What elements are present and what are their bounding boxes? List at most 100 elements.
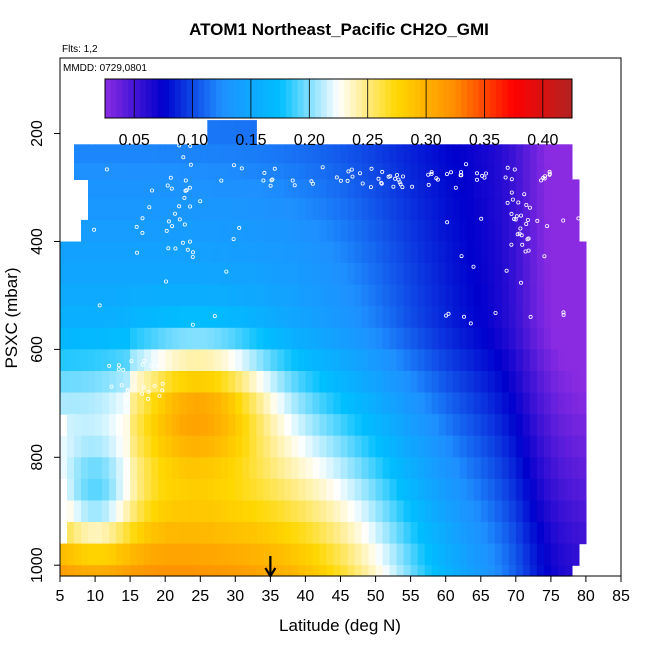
heatmap-cell xyxy=(60,284,68,307)
heatmap-cell xyxy=(487,284,496,307)
heatmap-cell xyxy=(95,198,103,221)
heatmap-cell xyxy=(417,457,426,480)
colorbar-swatch xyxy=(326,79,334,118)
heatmap-cell xyxy=(228,565,236,577)
heatmap-cell xyxy=(326,198,335,221)
heatmap-cell xyxy=(60,263,68,286)
heatmap-cell xyxy=(151,543,159,566)
heatmap-cell xyxy=(221,179,229,199)
heatmap-cell xyxy=(319,543,328,566)
heatmap-cell xyxy=(466,565,475,577)
track-point xyxy=(459,254,464,259)
heatmap-cell xyxy=(291,284,299,307)
heatmap-cell xyxy=(214,219,222,243)
heatmap-cell xyxy=(67,327,75,350)
heatmap-cell xyxy=(291,500,299,523)
heatmap-cell xyxy=(165,435,173,458)
heatmap-cell xyxy=(438,435,447,458)
heatmap-cell xyxy=(165,392,173,415)
heatmap-cell xyxy=(431,392,440,415)
heatmap-cell xyxy=(466,478,475,502)
heatmap-cell xyxy=(459,263,468,286)
heatmap-cell xyxy=(60,478,68,502)
heatmap-cell xyxy=(445,284,454,307)
heatmap-cell xyxy=(347,565,356,577)
heatmap-cell xyxy=(165,478,173,502)
heatmap-cell xyxy=(340,371,349,394)
heatmap-cell xyxy=(88,414,96,437)
heatmap-cell xyxy=(284,263,292,286)
heatmap-cell xyxy=(284,565,292,577)
track-point xyxy=(129,359,134,364)
heatmap-cell xyxy=(179,284,187,307)
heatmap-cell xyxy=(480,371,489,394)
heatmap-cell xyxy=(109,543,117,566)
heatmap-cell xyxy=(144,179,152,199)
heatmap-cell xyxy=(515,500,524,523)
heatmap-cell xyxy=(480,263,489,286)
heatmap-cell xyxy=(403,392,412,415)
heatmap-cell xyxy=(109,371,117,394)
heatmap-cell xyxy=(284,371,292,394)
heatmap-cell xyxy=(74,414,82,437)
x-tick-label: 65 xyxy=(472,588,490,605)
heatmap-cell xyxy=(396,543,405,566)
heatmap-cell xyxy=(515,371,524,394)
heatmap-cell xyxy=(354,543,363,566)
heatmap-cell xyxy=(67,349,75,372)
heatmap-cell xyxy=(487,565,496,577)
heatmap-cell xyxy=(102,457,110,480)
heatmap-cell xyxy=(270,241,278,264)
heatmap-cell xyxy=(109,457,117,480)
heatmap-cell xyxy=(508,500,517,523)
colorbar-swatch xyxy=(210,79,217,118)
heatmap-cell xyxy=(67,263,75,286)
heatmap-cell xyxy=(249,120,257,151)
heatmap-cell xyxy=(543,371,552,394)
heatmap-cell xyxy=(242,543,250,566)
heatmap-cell xyxy=(116,414,124,437)
colorbar-swatch xyxy=(426,79,433,118)
heatmap-cell xyxy=(95,349,103,372)
heatmap-cell xyxy=(529,284,538,307)
heatmap-cell xyxy=(102,478,110,502)
heatmap-cell xyxy=(326,263,335,286)
heatmap-cell xyxy=(403,327,412,350)
heatmap-cell xyxy=(207,565,215,577)
heatmap-cell xyxy=(375,179,384,199)
colorbar-swatch xyxy=(239,79,246,118)
heatmap-cell xyxy=(473,241,482,264)
heatmap-cell xyxy=(256,219,264,243)
heatmap-cell xyxy=(410,263,419,286)
heatmap-cell xyxy=(200,198,208,221)
heatmap-cell xyxy=(172,565,180,577)
heatmap-cell xyxy=(501,457,510,480)
heatmap-cell xyxy=(137,457,145,480)
heatmap-cell xyxy=(564,306,573,329)
heatmap-cell xyxy=(347,349,356,372)
heatmap-cell xyxy=(333,327,342,350)
heatmap-cell xyxy=(221,371,229,394)
heatmap-cell xyxy=(95,500,103,523)
heatmap-cell xyxy=(74,565,82,577)
track-point xyxy=(141,385,146,390)
heatmap-cell xyxy=(221,241,229,264)
heatmap-cell xyxy=(305,500,313,523)
heatmap-cell xyxy=(305,543,313,566)
heatmap-cell xyxy=(291,163,299,180)
track-point xyxy=(480,173,485,178)
heatmap-cell xyxy=(249,327,257,350)
track-point xyxy=(119,383,124,388)
heatmap-cell xyxy=(494,241,503,264)
colorbar-swatch xyxy=(367,79,374,118)
heatmap-cell xyxy=(431,327,440,350)
heatmap-cell xyxy=(228,306,236,329)
heatmap-cell xyxy=(207,543,215,566)
latitude-marker-arrow xyxy=(264,556,277,579)
heatmap-cell xyxy=(193,306,201,329)
y-axis-label: PSXC (mbar) xyxy=(2,267,21,368)
heatmap-cell xyxy=(277,349,285,372)
track-point xyxy=(97,303,102,308)
heatmap-cell xyxy=(333,478,342,502)
colorbar-swatch xyxy=(566,79,573,118)
